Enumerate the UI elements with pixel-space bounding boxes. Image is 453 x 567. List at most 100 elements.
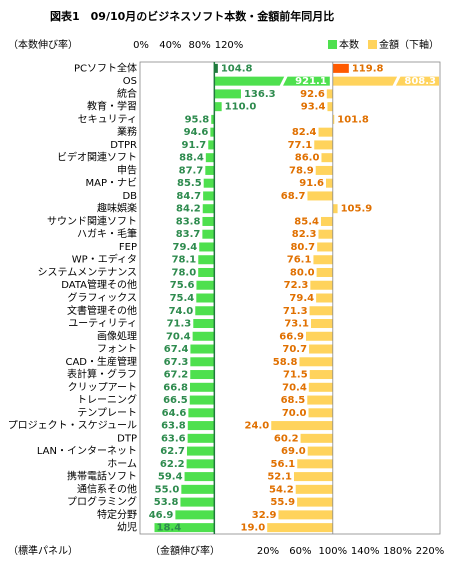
bar	[307, 191, 333, 201]
note: （標準パネル）	[8, 544, 78, 557]
bar	[318, 229, 333, 239]
bar	[320, 216, 333, 226]
y-tick-label: 表計算・グラフ	[67, 368, 137, 381]
bar	[316, 267, 333, 277]
bar	[308, 408, 333, 418]
bar	[321, 153, 333, 163]
value-label: 104.8	[221, 63, 253, 74]
value-label: 101.8	[337, 114, 369, 125]
y-tick-label: 特定分野	[97, 508, 137, 521]
y-tick-label: DTP	[117, 433, 137, 444]
value-label: 70.0	[282, 408, 307, 419]
value-label: 58.8	[273, 357, 298, 368]
x2-tick-label: 100%	[319, 546, 348, 557]
plot-frame	[139, 61, 441, 535]
value-label: 91.6	[299, 178, 324, 189]
value-label: 119.8	[352, 63, 384, 74]
value-label: 82.3	[292, 229, 317, 240]
bar	[326, 89, 333, 99]
bar	[316, 293, 333, 303]
value-label: 86.0	[295, 153, 320, 164]
y-tick-label: グラフィックス	[68, 291, 138, 304]
bar	[175, 510, 215, 520]
y-tick-label: 教育・学習	[87, 100, 137, 113]
y-tick-label: DATA管理その他	[61, 278, 137, 291]
value-label: 55.0	[155, 484, 180, 495]
value-label: 73.1	[284, 319, 309, 330]
bar	[317, 242, 333, 252]
value-label: 19.0	[241, 523, 266, 534]
y-tick-label: 趣味娯楽	[97, 202, 137, 215]
y-tick-label: DB	[122, 191, 137, 202]
value-label: 85.4	[294, 216, 319, 227]
y-tick-label: セキュリティ	[78, 113, 137, 125]
x2-tick-label: 220%	[416, 546, 445, 557]
y-tick-label: ホーム	[107, 458, 137, 470]
value-label: 53.8	[154, 497, 179, 508]
value-label: 67.3	[164, 357, 189, 368]
bar	[297, 497, 333, 507]
bar	[192, 331, 215, 341]
y-tick-label: フォント	[97, 344, 137, 355]
bar	[188, 408, 215, 418]
break-mark	[392, 74, 401, 88]
value-label: 66.8	[163, 382, 188, 393]
value-label: 84.7	[176, 191, 201, 202]
value-label: 84.2	[176, 204, 201, 215]
value-label: 56.1	[271, 459, 296, 470]
bar	[214, 63, 218, 73]
chart-title: 図表1 09/10月のビジネスソフト本数・金額前年同月比	[50, 9, 334, 23]
value-label: 92.6	[300, 89, 325, 100]
value-label: 76.1	[287, 255, 312, 266]
y-tick-label: 携帯電話ソフト	[67, 470, 137, 483]
value-label: 93.4	[301, 102, 326, 113]
bar	[311, 319, 333, 329]
bar	[294, 472, 333, 482]
bar	[297, 459, 333, 469]
y-tick-label: WP・エディタ	[72, 253, 137, 266]
value-label: 77.1	[288, 140, 313, 151]
value-label: 75.6	[170, 280, 195, 291]
x2-tick-label: 60%	[289, 546, 311, 557]
value-label: 72.3	[284, 280, 309, 291]
x-tick-label: 40%	[159, 40, 181, 51]
value-label: 64.6	[162, 408, 187, 419]
y-tick-label: トレーニング	[77, 393, 137, 406]
value-label: 82.4	[292, 127, 317, 138]
bar	[193, 319, 215, 329]
bar	[267, 523, 333, 533]
bar	[202, 216, 215, 226]
y-tick-label: 通信系その他	[77, 482, 137, 495]
value-label: 105.9	[341, 204, 373, 215]
value-label: 110.0	[225, 102, 257, 113]
bar	[332, 114, 335, 124]
bar	[189, 382, 215, 392]
value-label: 79.4	[173, 242, 198, 253]
value-label: 94.6	[184, 127, 209, 138]
y-tick-label: 業務	[117, 125, 137, 138]
bar	[189, 395, 215, 405]
y-tick-label: PCソフト全体	[74, 61, 137, 74]
bar	[196, 280, 215, 290]
bar	[309, 344, 333, 354]
bar	[210, 127, 215, 137]
value-label: 87.7	[179, 165, 204, 176]
bar	[214, 76, 330, 86]
x-tick-label: 120%	[215, 40, 244, 51]
value-label: 67.2	[164, 370, 189, 381]
bar	[332, 63, 349, 73]
value-label: 91.7	[182, 140, 207, 151]
y-tick-label: ビデオ関連ソフト	[57, 151, 137, 164]
y-tick-label: DTPR	[110, 140, 137, 151]
value-label: 79.4	[289, 293, 314, 304]
value-label: 78.1	[172, 255, 197, 266]
bar	[295, 484, 333, 494]
bar	[332, 204, 338, 214]
bar	[214, 89, 241, 99]
bar	[205, 165, 215, 175]
bar	[310, 280, 333, 290]
value-label: 60.2	[274, 433, 299, 444]
value-label: 80.7	[290, 242, 315, 253]
bar	[190, 370, 215, 380]
bar	[187, 421, 215, 431]
